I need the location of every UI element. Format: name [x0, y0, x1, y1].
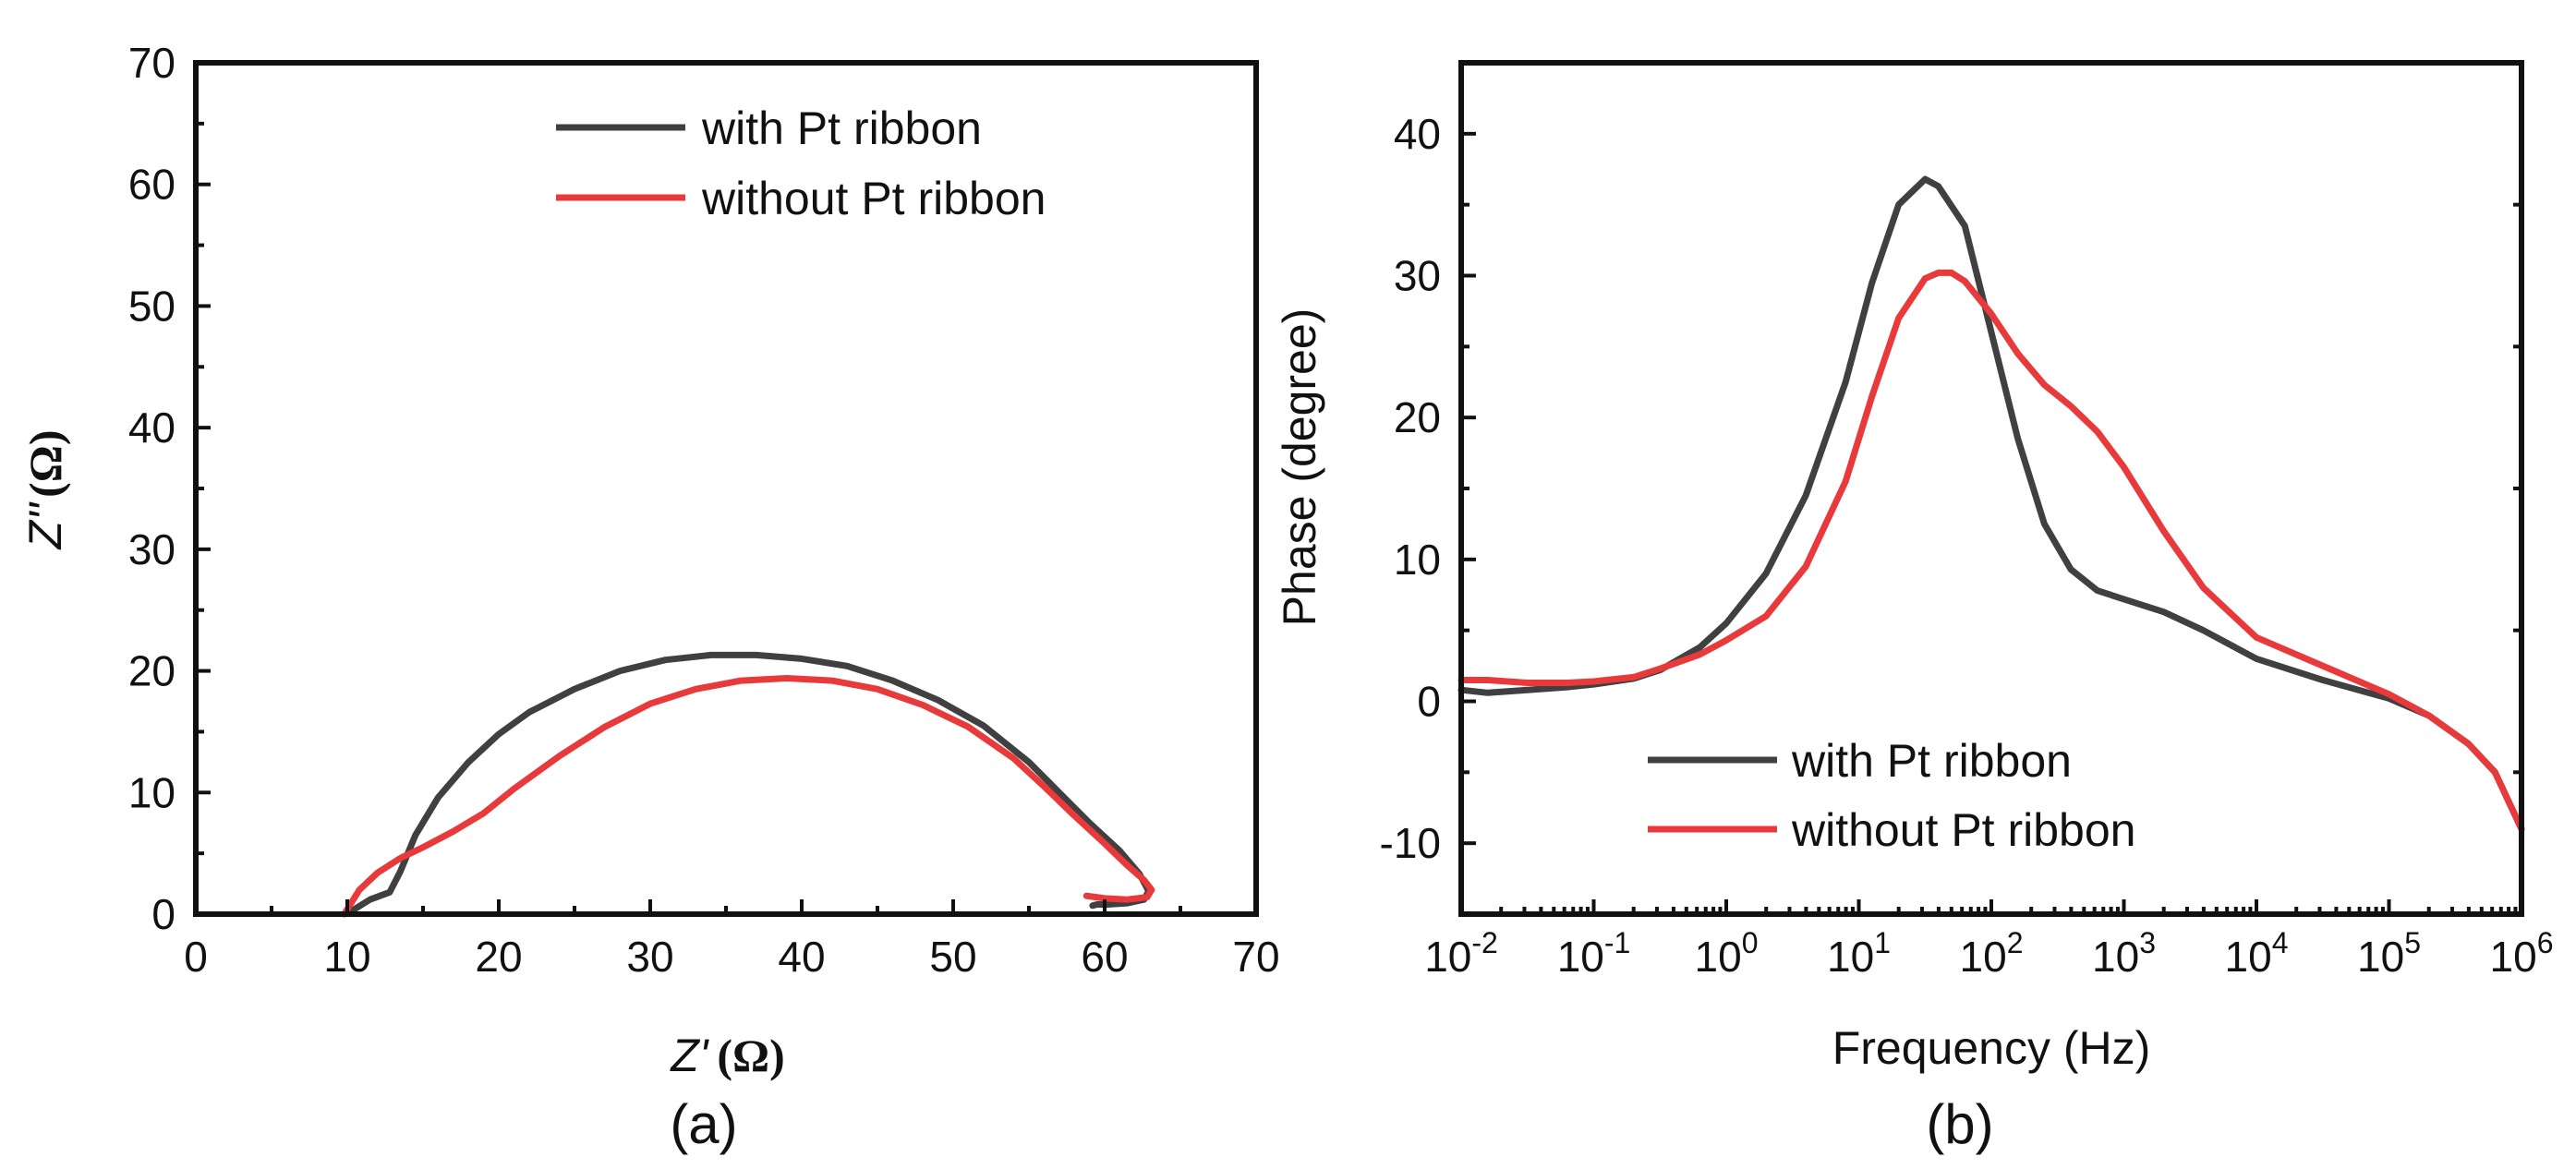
panel-b-x-axis-title: Frequency (Hz) — [1832, 1022, 2151, 1074]
panel-a-series-without — [341, 675, 1155, 918]
panel-a-y-tick-label: 20 — [128, 647, 175, 695]
panel-b-y-tick-label: 20 — [1394, 393, 1441, 441]
panel-b-legend: with Pt ribbon without Pt ribbon — [1648, 735, 2135, 856]
panel-b-x-tick-label: 100 — [1695, 926, 1759, 981]
panel-b-bode-phase-chart: 10-2 10-1 100 101 102 103 104 105 106 -10 0 10 20 30 4… — [1274, 60, 2554, 1155]
panel-b-series-with — [1457, 175, 2525, 833]
panel-b-x-tick-label: 103 — [2092, 926, 2156, 981]
panel-a-x-tick-label: 70 — [1232, 933, 1279, 981]
panel-b-ticks: 10-2 10-1 100 101 102 103 104 105 106 -10 0 10 20 30 4… — [1380, 110, 2554, 981]
panel-b-x-tick-label: 105 — [2357, 926, 2421, 981]
panel-a-series-with — [346, 651, 1153, 915]
panel-a-x-tick-label: 30 — [626, 933, 673, 981]
panel-a-legend-label-with: with Pt ribbon — [701, 102, 982, 154]
panel-a-y-axis-title: Z''(Ω) — [19, 430, 71, 550]
panel-b-y-tick-label: 40 — [1394, 110, 1441, 158]
panel-a-y-tick-label: 70 — [128, 39, 175, 87]
panel-a-x-tick-label: 50 — [929, 933, 976, 981]
panel-a-x-tick-label: 60 — [1081, 933, 1128, 981]
panel-b-y-tick-label: -10 — [1380, 819, 1441, 867]
panel-a-legend: with Pt ribbon without Pt ribbon — [556, 102, 1046, 224]
panel-b-series-layer — [1457, 175, 2525, 833]
panel-a-y-tick-label: 10 — [128, 768, 175, 816]
panel-a-x-axis-title: Z' (Ω) — [670, 1030, 784, 1081]
panel-b-y-axis-title: Phase (degree) — [1274, 308, 1325, 627]
panel-a-y-tick-label: 40 — [128, 404, 175, 452]
panel-b-y-tick-label: 30 — [1394, 252, 1441, 300]
panel-b-y-tick-label: 0 — [1417, 678, 1441, 726]
panel-a-ticks: 0 10 20 30 40 50 60 70 0 10 20 30 40 50 60 70 — [128, 39, 1280, 981]
panel-a-y-tick-label: 30 — [128, 525, 175, 573]
panel-b-series-without — [1457, 269, 2525, 833]
panel-a-label: (a) — [670, 1093, 737, 1155]
panel-b-x-tick-label: 10-2 — [1424, 926, 1498, 981]
panel-b-y-tick-label: 10 — [1394, 536, 1441, 584]
panel-a-x-tick-label: 10 — [323, 933, 370, 981]
panel-a-legend-label-without: without Pt ribbon — [701, 173, 1046, 224]
panel-a-x-tick-label: 0 — [184, 933, 208, 981]
panel-b-x-tick-label: 101 — [1827, 926, 1891, 981]
panel-a-y-tick-label: 0 — [151, 890, 175, 938]
panel-a-x-tick-label: 20 — [475, 933, 522, 981]
panel-b-x-tick-label: 104 — [2225, 926, 2289, 981]
panel-a-nyquist-chart: 0 10 20 30 40 50 60 70 0 10 20 30 40 50 60 70 with Pt r… — [19, 39, 1280, 1155]
panel-b-x-tick-label: 10-1 — [1557, 926, 1631, 981]
panel-b-legend-label-without: without Pt ribbon — [1791, 804, 2135, 856]
panel-a-y-tick-label: 60 — [128, 161, 175, 209]
panel-b-x-tick-label: 102 — [1960, 926, 2024, 981]
panel-a-x-tick-label: 40 — [778, 933, 825, 981]
panel-b-legend-label-with: with Pt ribbon — [1791, 735, 2072, 787]
panel-a-y-tick-label: 50 — [128, 282, 175, 330]
panel-b-label: (b) — [1926, 1093, 1993, 1155]
panel-b-x-tick-label: 106 — [2490, 926, 2554, 981]
panel-a-series-layer — [341, 651, 1155, 918]
